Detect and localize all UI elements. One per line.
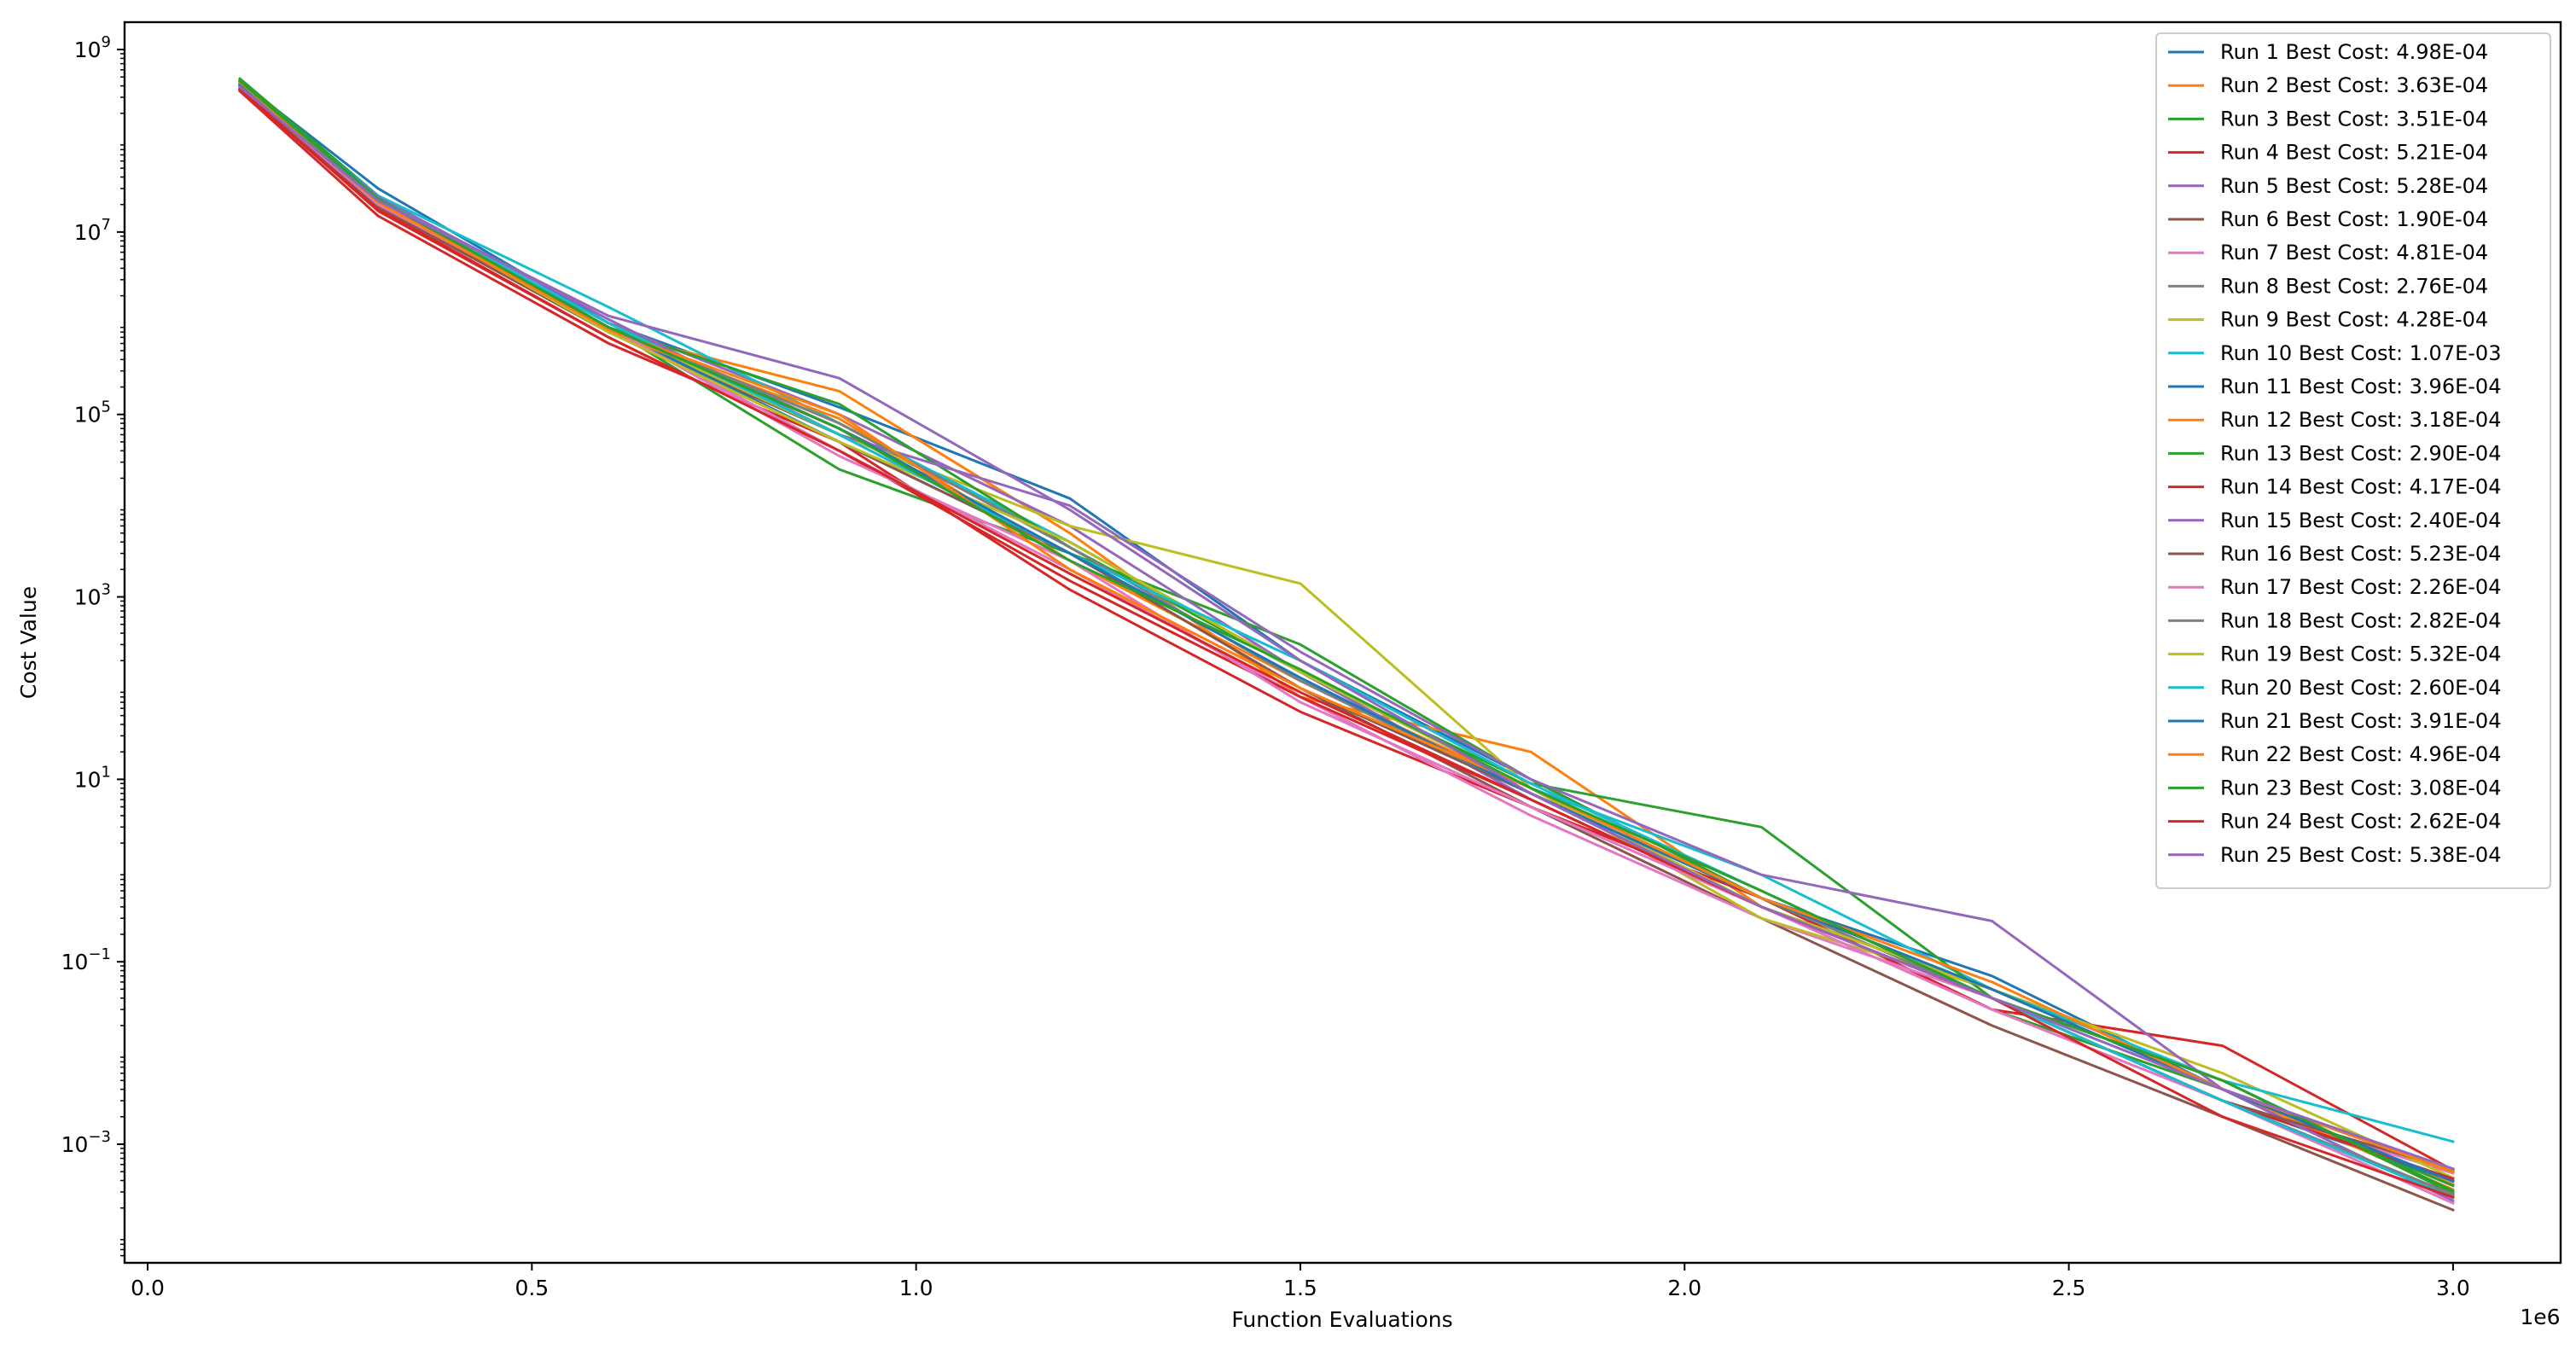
legend-label: Run 3 Best Cost: 3.51E-04: [2220, 107, 2488, 131]
legend-label: Run 15 Best Cost: 2.40E-04: [2220, 509, 2501, 532]
x-tick-label: 1.5: [1283, 1276, 1317, 1300]
x-tick-label: 0.0: [131, 1276, 165, 1300]
legend-label: Run 11 Best Cost: 3.96E-04: [2220, 375, 2501, 398]
legend-label: Run 4 Best Cost: 5.21E-04: [2220, 141, 2488, 165]
legend-label: Run 8 Best Cost: 2.76E-04: [2220, 274, 2488, 298]
legend-label: Run 25 Best Cost: 5.38E-04: [2220, 843, 2501, 867]
legend-label: Run 17 Best Cost: 2.26E-04: [2220, 575, 2501, 599]
legend-label: Run 21 Best Cost: 3.91E-04: [2220, 709, 2501, 733]
x-tick-label: 1.0: [899, 1276, 933, 1300]
x-tick-label: 0.5: [515, 1276, 549, 1300]
legend-label: Run 19 Best Cost: 5.32E-04: [2220, 643, 2501, 666]
legend-label: Run 6 Best Cost: 1.90E-04: [2220, 207, 2488, 231]
legend-label: Run 12 Best Cost: 3.18E-04: [2220, 408, 2501, 432]
legend-label: Run 9 Best Cost: 4.28E-04: [2220, 308, 2488, 332]
series-line-run-24: [237, 87, 2455, 1200]
legend-label: Run 7 Best Cost: 4.81E-04: [2220, 241, 2488, 265]
plot-frame: [123, 20, 2562, 1265]
series-line-run-23: [237, 78, 2455, 1193]
legend-label: Run 18 Best Cost: 2.82E-04: [2220, 608, 2501, 632]
legend-label: Run 22 Best Cost: 4.96E-04: [2220, 742, 2501, 766]
x-axis-offset-label: 1e6: [2520, 1305, 2560, 1329]
x-tick-label: 3.0: [2436, 1276, 2470, 1300]
legend-label: Run 20 Best Cost: 2.60E-04: [2220, 676, 2501, 700]
legend-box: [2155, 32, 2551, 889]
legend-label: Run 16 Best Cost: 5.23E-04: [2220, 542, 2501, 566]
legend-label: Run 14 Best Cost: 4.17E-04: [2220, 475, 2501, 499]
x-tick-label: 2.5: [2052, 1276, 2086, 1300]
series-line-run-22: [237, 80, 2455, 1174]
legend: Run 1 Best Cost: 4.98E-04 Run 2 Best Cost…: [2155, 32, 2551, 889]
series-layer: [237, 77, 2455, 1212]
y-axis-label: Cost Value: [16, 586, 41, 699]
x-axis-ticks: 0.0 0.5 1.0 1.5 2.0 2.5 3.0: [131, 1263, 2470, 1300]
legend-label: Run 5 Best Cost: 5.28E-04: [2220, 174, 2488, 198]
series-line-run-25: [237, 84, 2455, 1171]
legend-label: Run 24 Best Cost: 2.62E-04: [2220, 810, 2501, 834]
legend-label: Run 1 Best Cost: 4.98E-04: [2220, 40, 2488, 64]
legend-label: Run 23 Best Cost: 3.08E-04: [2220, 776, 2501, 800]
x-axis-label: Function Evaluations: [1231, 1307, 1452, 1332]
legend-label: Run 2 Best Cost: 3.63E-04: [2220, 73, 2488, 97]
legend-label: Run 13 Best Cost: 2.90E-04: [2220, 441, 2501, 465]
legend-label: Run 10 Best Cost: 1.07E-03: [2220, 341, 2501, 365]
x-tick-label: 2.0: [1667, 1276, 1701, 1300]
